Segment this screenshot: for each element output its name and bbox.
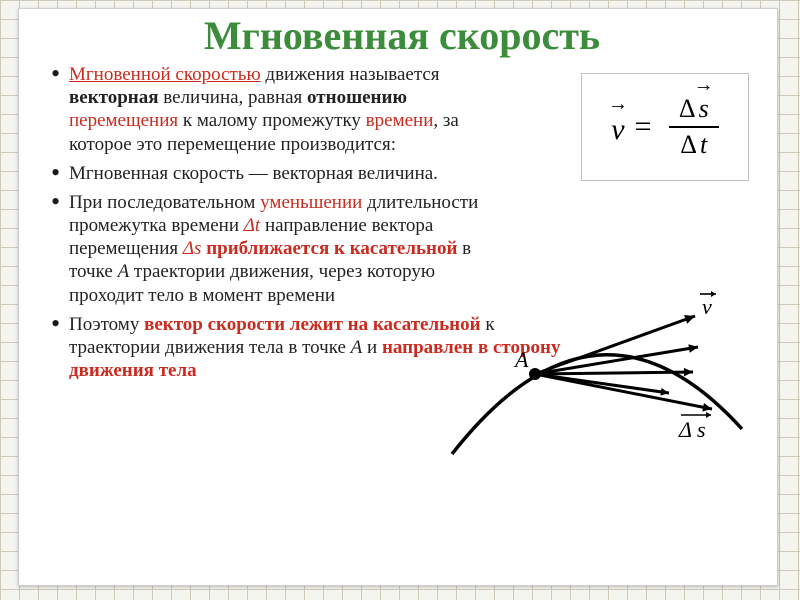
svg-text:A: A bbox=[513, 347, 529, 372]
text-span: движения называется bbox=[261, 64, 440, 85]
bullet-3: При последовательном уменьшении длительн… bbox=[47, 191, 487, 307]
formula-denominator: Δt bbox=[680, 128, 707, 160]
text-span: вектор скорости лежит на касательной bbox=[144, 314, 481, 335]
text-span: приближается к касательной bbox=[206, 238, 457, 259]
svg-text:v: v bbox=[702, 294, 712, 319]
formula-s: s bbox=[699, 88, 709, 123]
delta-t: Δt bbox=[244, 215, 260, 236]
delta: Δ bbox=[679, 94, 696, 123]
formula-fraction: Δs Δt bbox=[669, 94, 719, 160]
text-span: отношению bbox=[307, 87, 407, 108]
point-a: А bbox=[118, 261, 130, 282]
diagram-svg: Av Δ s bbox=[447, 289, 747, 479]
tangent-diagram: Av Δ s bbox=[447, 289, 747, 479]
slide: Мгновенная скорость Мгновенной скоростью… bbox=[18, 8, 778, 586]
text-span: При последовательном bbox=[69, 192, 260, 213]
formula-panel: v = Δs Δt bbox=[581, 73, 749, 181]
text-span: и bbox=[362, 337, 382, 358]
text-span: Мгновенной скоростью bbox=[69, 64, 261, 85]
formula-numerator: Δs bbox=[669, 94, 719, 128]
formula-t: t bbox=[700, 130, 707, 159]
formula-eq: = bbox=[633, 110, 653, 144]
formula-lhs: v bbox=[611, 107, 624, 147]
text-span: Поэтому bbox=[69, 314, 144, 335]
text-span: к малому промежутку bbox=[178, 110, 366, 131]
delta: Δ bbox=[680, 130, 697, 159]
svg-text:Δ s: Δ s bbox=[678, 417, 706, 442]
bullet-1: Мгновенной скоростью движения называется… bbox=[47, 63, 487, 156]
text-span: векторная bbox=[69, 87, 159, 108]
text-span: времени bbox=[366, 110, 434, 131]
bullet-2: Мгновенная скорость — векторная величина… bbox=[47, 162, 487, 185]
point-a: А bbox=[351, 337, 363, 358]
delta-s: Δs bbox=[183, 238, 202, 259]
slide-title: Мгновенная скорость bbox=[47, 15, 757, 57]
text-span: уменьшении bbox=[260, 192, 362, 213]
text-span: величина, равная bbox=[159, 87, 308, 108]
text-span: перемещения bbox=[69, 110, 178, 131]
